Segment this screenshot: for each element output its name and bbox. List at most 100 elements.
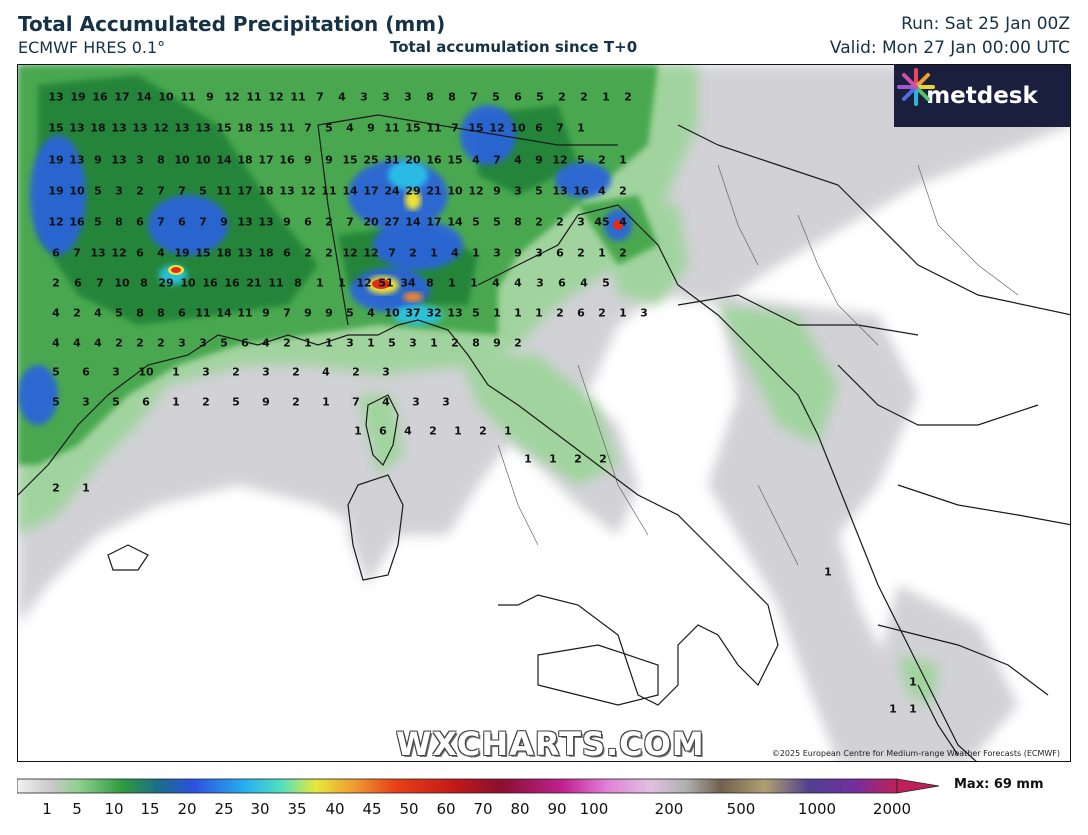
precip-value-label: 5 <box>492 90 500 104</box>
precip-value-label: 3 <box>412 395 420 409</box>
precip-value-label: 17 <box>258 153 274 167</box>
precip-value-label: 6 <box>136 246 144 260</box>
precip-value-label: 3 <box>640 306 648 320</box>
precip-value-label: 2 <box>202 395 210 409</box>
precip-value-label: 19 <box>48 153 64 167</box>
precip-value-label: 19 <box>174 246 190 260</box>
metdesk-star-logo-icon <box>897 68 935 106</box>
precip-value-label: 17 <box>237 184 253 198</box>
precip-value-label: 10 <box>180 276 196 290</box>
precip-value-label: 12 <box>363 246 379 260</box>
precip-value-label: 14 <box>216 306 232 320</box>
precip-value-label: 17 <box>426 215 442 229</box>
precip-value-label: 2 <box>619 184 627 198</box>
precip-value-label: 18 <box>90 121 106 135</box>
precip-value-label: 1 <box>172 395 180 409</box>
precip-value-label: 16 <box>279 153 295 167</box>
precip-value-label: 5 <box>602 276 610 290</box>
precip-value-label: 10 <box>158 90 174 104</box>
precip-value-label: 6 <box>74 276 82 290</box>
precip-value-label: 5 <box>232 395 240 409</box>
precip-value-label: 9 <box>206 90 214 104</box>
precip-value-label: 16 <box>69 215 85 229</box>
chart-subtitle: Total accumulation since T+0 <box>390 38 638 56</box>
precip-value-label: 3 <box>382 90 390 104</box>
precip-value-label: 2 <box>52 481 60 495</box>
precip-value-label: 3 <box>382 365 390 379</box>
precip-value-label: 29 <box>158 276 174 290</box>
precip-value-label: 8 <box>136 306 144 320</box>
valid-time: Valid: Mon 27 Jan 00:00 UTC <box>829 38 1070 58</box>
precip-value-label: 2 <box>624 90 632 104</box>
precip-value-label: 13 <box>195 121 211 135</box>
precip-value-label: 34 <box>400 276 416 290</box>
precip-value-label: 3 <box>442 395 450 409</box>
precip-value-label: 4 <box>451 246 459 260</box>
precip-value-label: 5 <box>535 184 543 198</box>
legend-tick-label: 200 <box>654 800 684 818</box>
precip-value-label: 4 <box>472 153 480 167</box>
precip-value-label: 5 <box>577 153 585 167</box>
precip-value-label: 16 <box>92 90 108 104</box>
precipitation-map[interactable]: 13 19 16 17 14 10 11 9 12 11 12 11 7 4 3 3 3 8 8 7 5 6 5 2 2 1 2 15… <box>17 64 1071 762</box>
precip-value-label: 14 <box>447 215 463 229</box>
precip-value-label: 16 <box>224 276 240 290</box>
precip-value-label: 1 <box>367 336 375 350</box>
precip-value-label: 2 <box>73 306 81 320</box>
precip-value-label: 2 <box>409 246 417 260</box>
precip-value-label: 4 <box>382 395 390 409</box>
precip-value-label: 2 <box>157 336 165 350</box>
precip-value-label: 5 <box>346 306 354 320</box>
precip-value-label: 1 <box>889 702 897 716</box>
precip-value-label: 12 <box>268 90 284 104</box>
precip-value-label: 7 <box>96 276 104 290</box>
precip-value-label: 5 <box>115 306 123 320</box>
precip-value-label: 10 <box>114 276 130 290</box>
precip-value-label: 51 <box>378 276 394 290</box>
precip-value-label: 7 <box>157 184 165 198</box>
precip-value-label: 2 <box>598 153 606 167</box>
precip-value-label: 7 <box>493 153 501 167</box>
precip-value-label: 4 <box>338 90 346 104</box>
legend-tick-label: 1000 <box>797 800 837 818</box>
precip-value-label: 1 <box>472 246 480 260</box>
precip-value-label: 1 <box>325 336 333 350</box>
precip-value-label: 11 <box>268 276 284 290</box>
precip-value-label: 45 <box>594 215 610 229</box>
precip-value-label: 10 <box>195 153 211 167</box>
precip-value-label: 3 <box>577 215 585 229</box>
precip-value-label: 8 <box>140 276 148 290</box>
precip-value-label: 5 <box>472 215 480 229</box>
precip-value-label: 15 <box>216 121 232 135</box>
precip-value-label: 6 <box>82 365 90 379</box>
precip-value-label: 8 <box>294 276 302 290</box>
precip-value-label: 3 <box>115 184 123 198</box>
precip-value-label: 6 <box>52 246 60 260</box>
legend-tick-label: 35 <box>287 800 307 818</box>
precip-value-label: 11 <box>180 90 196 104</box>
precip-value-label: 7 <box>352 395 360 409</box>
precip-value-label: 11 <box>384 121 400 135</box>
legend-tick-label: 40 <box>325 800 345 818</box>
precip-value-label: 9 <box>94 153 102 167</box>
precip-value-label: 13 <box>69 153 85 167</box>
coastlines-and-borders <box>18 114 1070 761</box>
precip-value-label: 2 <box>577 246 585 260</box>
precip-value-label: 7 <box>157 215 165 229</box>
precip-value-label: 1 <box>430 246 438 260</box>
precip-value-label: 4 <box>404 424 412 438</box>
precip-value-label: 14 <box>216 153 232 167</box>
precip-value-label: 15 <box>195 246 211 260</box>
precip-value-label: 10 <box>384 306 400 320</box>
precip-value-label: 3 <box>409 336 417 350</box>
precip-value-label: 4 <box>514 276 522 290</box>
precip-value-label: 9 <box>304 153 312 167</box>
precip-value-label: 1 <box>316 276 324 290</box>
precip-value-label: 1 <box>909 702 917 716</box>
precip-value-label: 1 <box>909 675 917 689</box>
precip-value-label: 4 <box>598 184 606 198</box>
precip-value-label: 13 <box>174 121 190 135</box>
precip-value-label: 1 <box>172 365 180 379</box>
precip-value-label: 3 <box>202 365 210 379</box>
precip-value-label: 4 <box>262 336 270 350</box>
